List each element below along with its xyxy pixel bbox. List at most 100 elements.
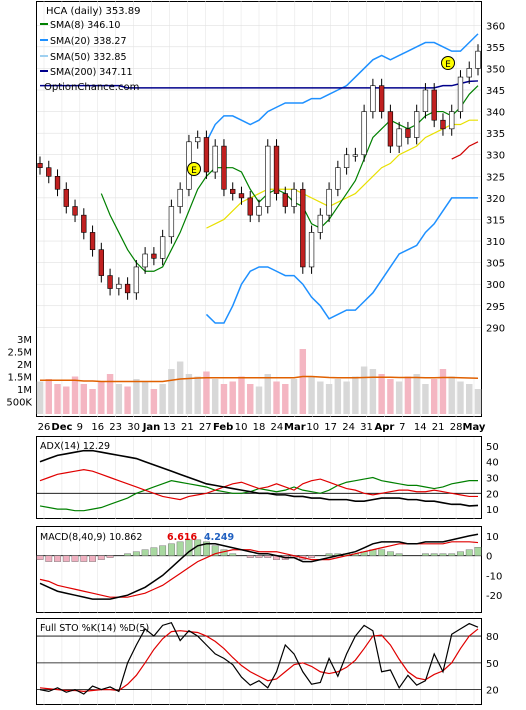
date-tick-label: 23 bbox=[109, 422, 122, 433]
volume-bar bbox=[211, 379, 219, 414]
candle-body bbox=[300, 188, 306, 268]
volume-bar bbox=[247, 384, 254, 414]
macd-tick-label: 10 bbox=[486, 532, 499, 543]
volume-bar bbox=[422, 384, 429, 414]
volume-bar bbox=[334, 379, 342, 414]
macd-histogram-bar bbox=[465, 549, 473, 556]
macd-histogram-bar bbox=[185, 539, 193, 556]
price-tick-label: 355 bbox=[486, 43, 505, 54]
volume-bar bbox=[430, 379, 438, 414]
macd-hist-value: 4.249 bbox=[204, 532, 234, 543]
volume-bar bbox=[255, 386, 263, 414]
date-tick-label: Jan bbox=[142, 422, 161, 433]
macd-histogram-bar bbox=[89, 555, 96, 562]
candle-body bbox=[230, 188, 236, 194]
legend-sma20: SMA(20) 338.27 bbox=[50, 36, 127, 47]
candle-body bbox=[151, 253, 157, 259]
macd-histogram-bar bbox=[395, 553, 403, 556]
date-tick-label: Feb bbox=[213, 422, 233, 433]
candle-body bbox=[168, 206, 175, 238]
volume-bar bbox=[133, 379, 140, 414]
volume-average-line bbox=[40, 375, 479, 383]
macd-histogram-bar bbox=[141, 549, 149, 556]
price-lines bbox=[40, 33, 479, 324]
volume-bar bbox=[474, 389, 482, 414]
legend: SMA(8) 346.10 SMA(20) 338.27 SMA(50) 332… bbox=[40, 20, 133, 78]
stoch-k-line bbox=[39, 621, 479, 695]
price-tick-label: 335 bbox=[486, 129, 505, 140]
date-tick-label: 27 bbox=[199, 422, 212, 433]
candle-body bbox=[159, 236, 166, 259]
volume-bar bbox=[159, 384, 166, 414]
volume-bar bbox=[71, 376, 79, 414]
volume-bar bbox=[124, 386, 131, 414]
candle-body bbox=[431, 89, 437, 121]
candle-body bbox=[72, 206, 78, 216]
macd-histogram-bar bbox=[430, 553, 438, 556]
date-tick-label: Mar bbox=[284, 422, 306, 433]
volume-bar bbox=[194, 376, 201, 414]
volume-bar bbox=[115, 384, 123, 414]
price-tick-label: 320 bbox=[486, 194, 505, 205]
date-tick-label: 10 bbox=[306, 422, 319, 433]
stoch-d-line bbox=[39, 628, 479, 693]
volume-bar bbox=[141, 381, 149, 414]
candle-body bbox=[124, 283, 131, 294]
adx-label: ADX(14) 12.29 bbox=[40, 441, 110, 452]
volume-tick-label: 2.5M bbox=[7, 348, 32, 359]
adx-tick-label: 50 bbox=[486, 442, 499, 453]
stoch-tick-label: 80 bbox=[486, 632, 499, 643]
adx-minus-di-line bbox=[39, 468, 478, 501]
macd-histogram-bar bbox=[176, 541, 184, 556]
volume-bar bbox=[168, 369, 175, 414]
candle-body bbox=[317, 214, 323, 233]
macd-tick-label: -20 bbox=[486, 591, 502, 602]
candles bbox=[37, 44, 481, 300]
volume-bar bbox=[238, 376, 245, 414]
legend-sma50: SMA(50) 332.85 bbox=[50, 52, 127, 63]
sma200-line bbox=[40, 80, 479, 89]
candle-body bbox=[256, 206, 262, 216]
adx-tick-label: 30 bbox=[486, 474, 499, 485]
volume-bar bbox=[299, 349, 307, 414]
macd-histogram-bar bbox=[167, 543, 175, 556]
macd-histogram-bar bbox=[422, 553, 429, 556]
sma50-line bbox=[451, 141, 479, 160]
volume-bar bbox=[457, 381, 464, 414]
price-tick-label: 295 bbox=[486, 302, 505, 313]
candle-body bbox=[142, 253, 148, 268]
volume-bar bbox=[80, 384, 88, 414]
date-tick-label: 14 bbox=[414, 422, 427, 433]
brand-watermark: OptionChance.com bbox=[44, 82, 139, 93]
candle-body bbox=[291, 188, 297, 207]
macd-histogram-bar bbox=[124, 553, 132, 556]
earnings-marker-2: E bbox=[441, 56, 455, 70]
macd-tick-label: 0 bbox=[486, 552, 492, 563]
date-tick-label: 18 bbox=[253, 422, 266, 433]
date-tick-label: Apr bbox=[374, 422, 394, 433]
volume-bar bbox=[63, 386, 70, 414]
date-tick-label: 10 bbox=[235, 422, 248, 433]
macd-histogram-bar bbox=[246, 555, 254, 558]
stoch-tick-label: 50 bbox=[486, 659, 499, 670]
volume-tick-label: 1M bbox=[17, 385, 32, 396]
gridlines bbox=[37, 1, 481, 705]
macd-histogram-bar bbox=[439, 553, 447, 556]
volume-bar bbox=[352, 376, 359, 414]
candle-body bbox=[89, 232, 96, 250]
macd-tick-label: -10 bbox=[486, 571, 502, 582]
candle-body bbox=[352, 154, 359, 157]
macd-histogram-bar bbox=[45, 555, 53, 562]
candle-body bbox=[247, 197, 253, 216]
macd-histogram-bar bbox=[474, 547, 482, 556]
stoch-label: Full STO %K(14) %D(5) bbox=[40, 623, 149, 634]
macd-histogram-bar bbox=[62, 555, 70, 562]
volume-bar bbox=[290, 379, 298, 414]
price-tick-label: 315 bbox=[486, 215, 505, 226]
adx-tick-label: 40 bbox=[486, 458, 499, 469]
volume-tick-label: 1.5M bbox=[7, 373, 32, 384]
macd-histogram-bar bbox=[229, 553, 237, 556]
legend-sma200: SMA(200) 347.11 bbox=[50, 67, 133, 78]
macd-histogram-bar bbox=[150, 547, 158, 556]
candle-body bbox=[457, 76, 464, 112]
